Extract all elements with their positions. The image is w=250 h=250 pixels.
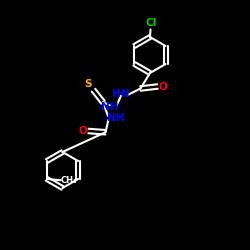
Text: O: O	[159, 82, 168, 92]
Text: S: S	[84, 79, 92, 89]
Text: CH₃: CH₃	[60, 176, 77, 185]
Text: HN: HN	[112, 89, 129, 99]
Text: Cl: Cl	[146, 18, 157, 28]
Text: O: O	[78, 126, 88, 136]
Text: NH: NH	[100, 102, 118, 112]
Text: NH: NH	[107, 113, 125, 123]
